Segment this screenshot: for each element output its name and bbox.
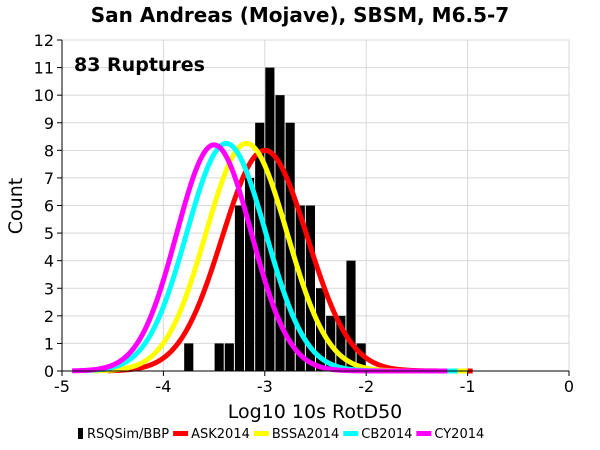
histogram-bar [234, 205, 245, 371]
legend-swatch [416, 431, 432, 436]
x-tick-label: -4 [155, 377, 171, 396]
chart-title: San Andreas (Mojave), SBSM, M6.5-7 [91, 3, 509, 27]
x-tick-label: 0 [564, 377, 574, 396]
y-tick-label: 3 [44, 279, 54, 298]
legend-label: ASK2014 [191, 427, 250, 442]
histogram-bar [255, 122, 265, 371]
y-tick-label: 8 [44, 141, 54, 160]
legend-label: CY2014 [434, 427, 484, 442]
x-tick-label: -2 [358, 377, 374, 396]
x-tick-label: -1 [460, 377, 476, 396]
y-tick-label: 10 [34, 86, 54, 105]
histogram-bar [265, 67, 275, 371]
legend: RSQSim/BBP ASK2014 BSSA2014 CB2014 CY2014 [78, 427, 484, 442]
legend-label: CB2014 [361, 427, 412, 442]
histogram-bar [336, 315, 346, 371]
histogram-bar [214, 343, 224, 371]
legend-swatch [343, 431, 359, 436]
x-tick-label: -5 [54, 377, 70, 396]
y-tick-label: 4 [44, 252, 54, 271]
legend-swatch [78, 428, 83, 439]
legend-label: BSSA2014 [272, 427, 339, 442]
y-tick-label: 12 [34, 31, 54, 50]
histogram-bar [224, 343, 234, 371]
histogram-bar [295, 205, 305, 371]
legend-swatch [173, 431, 189, 436]
histogram-bar [346, 260, 356, 371]
y-tick-label: 2 [44, 307, 54, 326]
rupture-count-annotation: 83 Ruptures [74, 54, 205, 76]
y-tick-label: 5 [44, 224, 54, 243]
histogram-bar [305, 205, 315, 371]
y-tick-label: 7 [44, 169, 54, 188]
legend-label: RSQSim/BBP [87, 427, 169, 442]
y-tick-label: 0 [44, 362, 54, 381]
y-tick-label: 11 [34, 59, 54, 78]
y-tick-label: 6 [44, 197, 54, 216]
x-tick-label: -3 [257, 377, 273, 396]
y-tick-label: 1 [44, 334, 54, 353]
histogram-bar [275, 95, 285, 372]
y-axis-label: Count [5, 178, 27, 234]
y-tick-label: 9 [44, 114, 54, 133]
x-ticks: -5 -4 -3 -2 -1 0 [54, 371, 574, 396]
histogram-bar [245, 177, 255, 371]
legend-swatch [253, 431, 269, 436]
histogram-bar [184, 343, 194, 371]
x-axis-label: Log10 10s RotD50 [228, 401, 403, 423]
